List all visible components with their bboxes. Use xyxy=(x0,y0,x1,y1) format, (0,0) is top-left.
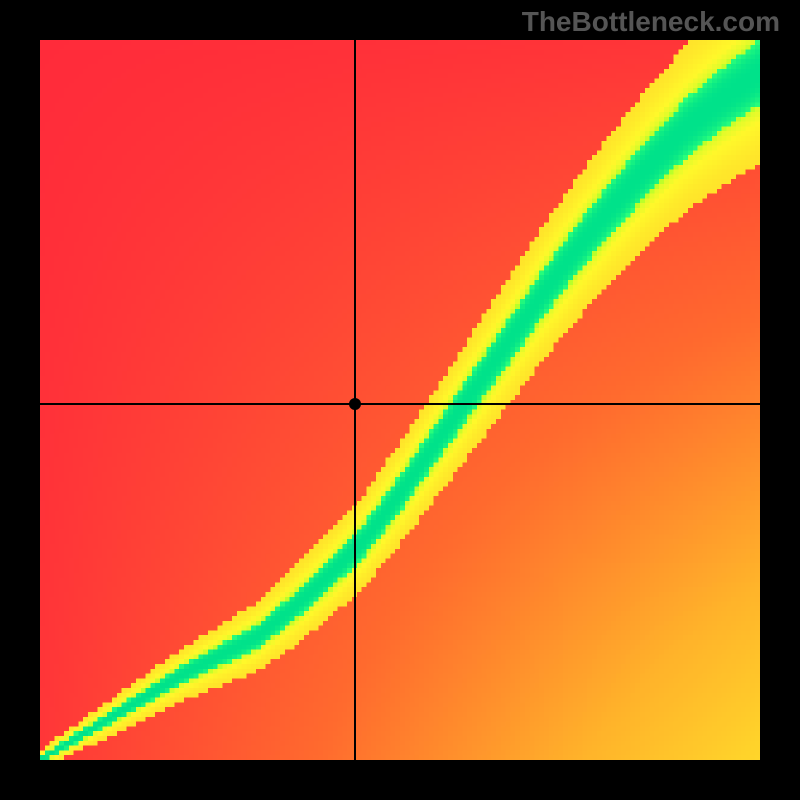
watermark-text: TheBottleneck.com xyxy=(522,6,780,38)
root-container: TheBottleneck.com xyxy=(0,0,800,800)
crosshair-horizontal xyxy=(40,403,760,405)
crosshair-marker-dot xyxy=(349,398,361,410)
bottleneck-heatmap xyxy=(40,40,760,760)
